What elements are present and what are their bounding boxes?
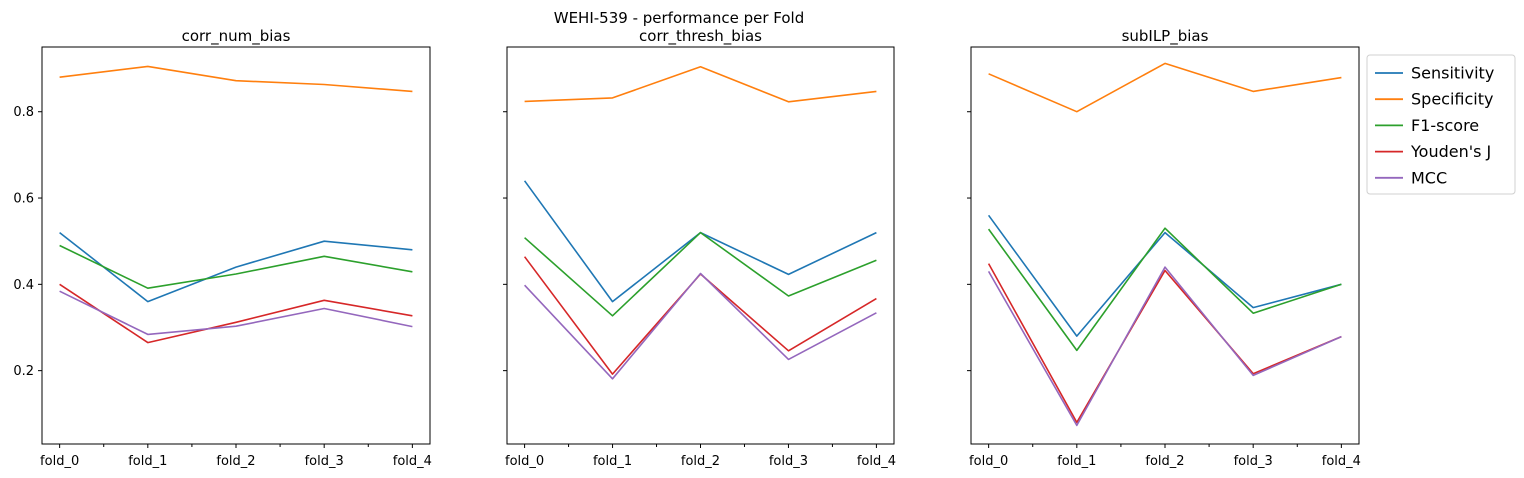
- series-line-youden-s-j: [987, 263, 1342, 424]
- series-line-sensitivity: [523, 180, 877, 303]
- x-tick-label: fold_0: [505, 454, 544, 469]
- legend-entry-sensitivity: Sensitivity: [1375, 64, 1494, 83]
- series-line-specificity: [988, 62, 1342, 113]
- legend-label: MCC: [1411, 168, 1447, 187]
- series-line-sensitivity: [987, 214, 1342, 337]
- series-line-mcc: [987, 266, 1342, 427]
- subplot-title: subILP_bias: [1122, 27, 1209, 46]
- series-line-specificity: [524, 66, 877, 103]
- subplot-title: corr_thresh_bias: [639, 27, 762, 46]
- x-tick-label: fold_1: [1057, 454, 1096, 469]
- x-tick-label: fold_3: [769, 454, 808, 469]
- x-tick-label: fold_0: [40, 454, 79, 469]
- x-tick-label: fold_1: [128, 454, 167, 469]
- x-tick-label: fold_4: [393, 454, 432, 469]
- legend-frame: [1366, 54, 1516, 195]
- series-line-f1-score: [987, 227, 1342, 352]
- y-tick-label: 0.2: [13, 364, 34, 379]
- series-line-mcc: [524, 272, 877, 380]
- series-line-sensitivity: [59, 231, 413, 303]
- x-tick-label: fold_0: [969, 454, 1008, 469]
- legend-label: Specificity: [1411, 90, 1493, 109]
- x-tick-label: fold_4: [857, 454, 896, 469]
- y-tick-label: 0.6: [13, 192, 34, 207]
- series-line-youden-s-j: [59, 283, 413, 344]
- legend-entry-youden-s-j: Youden's J: [1375, 142, 1491, 161]
- x-tick-label: fold_3: [305, 454, 344, 469]
- series-line-f1-score: [524, 231, 877, 317]
- subplot-panels: corr_num_bias fold_0 fold_1 fold_2 fold_3 fol…: [13, 27, 1361, 469]
- axes-frame: [506, 46, 895, 445]
- subplot-title: corr_num_bias: [182, 27, 291, 46]
- axes-frame: [970, 46, 1360, 445]
- x-tick-label: fold_2: [1145, 454, 1184, 469]
- series-line-f1-score: [59, 244, 413, 290]
- figure-suptitle: WEHI-539 - performance per Fold: [554, 9, 804, 27]
- x-tick-label: fold_4: [1322, 454, 1361, 469]
- x-tick-label: fold_1: [593, 454, 632, 469]
- legend-entry-mcc: MCC: [1375, 168, 1447, 187]
- legend-label: Sensitivity: [1411, 64, 1494, 83]
- y-tick-label: 0.8: [13, 105, 34, 120]
- subplot-corr-thresh-bias: corr_thresh_bias fold_0 fold_1 fold_2 fold_3…: [503, 27, 896, 469]
- series-line-mcc: [59, 290, 413, 336]
- x-tick-label: fold_2: [681, 454, 720, 469]
- subplot-corr-num-bias: corr_num_bias fold_0 fold_1 fold_2 fold_3 fol…: [13, 27, 432, 469]
- x-tick-label: fold_2: [216, 454, 255, 469]
- subplot-subilp-bias: subILP_bias fold_0 fold_1 fold_2 fold_3 fold_…: [967, 27, 1361, 469]
- x-tick-label: fold_3: [1234, 454, 1273, 469]
- legend: Sensitivity Specificity F1-score Youden's J…: [1366, 54, 1516, 195]
- legend-label: F1-score: [1411, 116, 1479, 135]
- y-tick-label: 0.4: [13, 278, 34, 293]
- series-line-specificity: [59, 65, 413, 93]
- legend-label: Youden's J: [1410, 142, 1491, 161]
- legend-entry-f1-score: F1-score: [1375, 116, 1479, 135]
- legend-entry-specificity: Specificity: [1375, 90, 1493, 109]
